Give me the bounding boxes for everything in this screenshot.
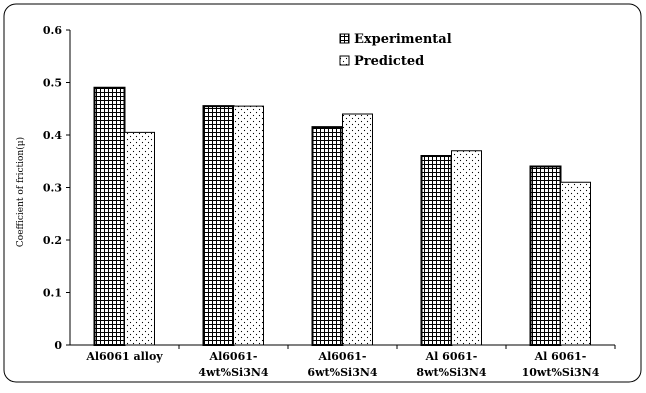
y-tick-label: 0.6 [43,24,62,37]
x-category-label: Al 6061- [425,350,478,363]
x-category-label: Al6061- [318,350,367,363]
x-category-label: Al 6061- [534,350,587,363]
x-category-label: Al6061 alloy [85,350,163,363]
bar-experimental [202,105,235,346]
bar-experimental [93,86,126,346]
bar-predicted [451,150,482,346]
x-category-label: 6wt%Si3N4 [307,366,377,379]
legend-swatch-experimental [339,33,350,44]
x-category-label: 8wt%Si3N4 [416,366,486,379]
bar-predicted [560,181,591,346]
legend-label-experimental: Experimental [354,32,452,47]
y-axis-title: Coefficient of friction(μ) [15,137,26,247]
y-tick-label: 0.5 [43,77,62,90]
x-category-label: 4wt%Si3N4 [198,366,268,379]
bar-predicted [233,105,264,346]
legend-label-predicted: Predicted [354,54,424,69]
bar-predicted [342,113,373,346]
legend-swatch-predicted [339,55,350,66]
x-category-label: Al6061- [209,350,258,363]
bar-experimental [420,155,453,346]
x-category-label: 10wt%Si3N4 [522,366,600,379]
bar-experimental [311,126,344,346]
y-tick-label: 0.2 [43,234,62,247]
y-tick-label: 0.4 [43,129,62,142]
y-tick-label: 0 [54,339,62,352]
y-tick-label: 0.3 [43,182,62,195]
bar-experimental [529,165,562,346]
y-tick-label: 0.1 [43,287,62,300]
bar-predicted [124,131,155,346]
